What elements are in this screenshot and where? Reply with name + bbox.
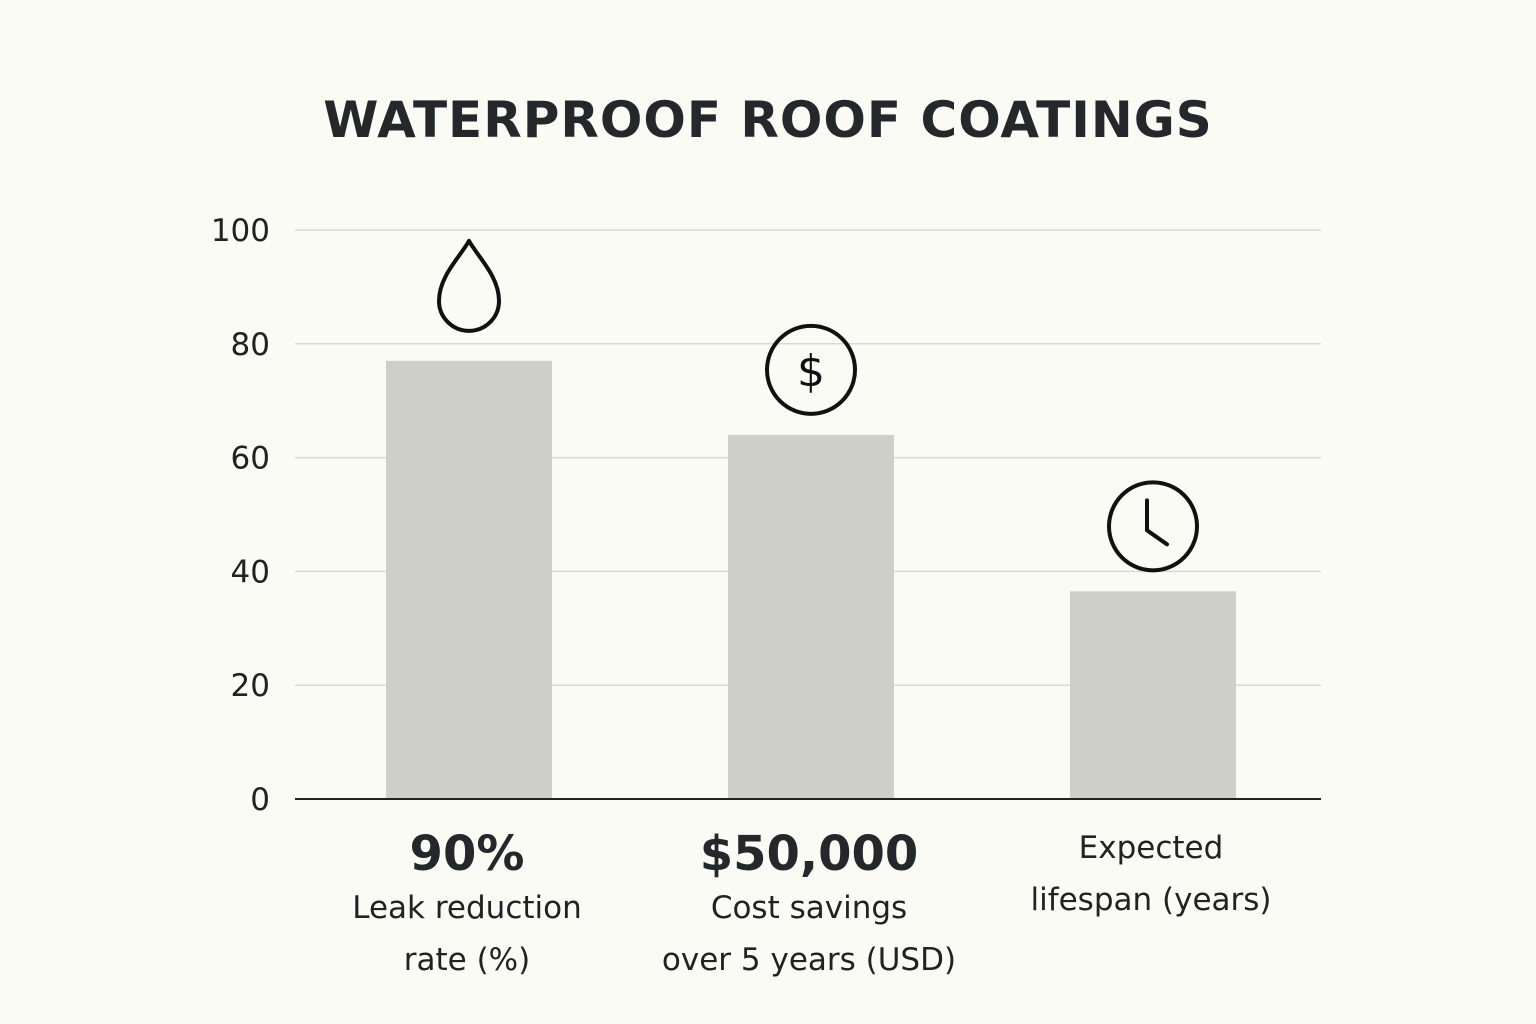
y-tick-label: 20 <box>231 668 270 704</box>
category-label: Leak reduction <box>352 890 582 926</box>
bar <box>1070 591 1236 799</box>
bars <box>386 360 1236 799</box>
y-axis-ticks: 0 20 40 60 80 100 <box>211 213 270 818</box>
y-tick-label: 100 <box>211 213 270 249</box>
water-drop-icon <box>437 238 501 333</box>
bar <box>386 360 552 799</box>
clock-hands <box>1145 498 1169 547</box>
dollar-icon: $ <box>765 323 857 416</box>
category-label: Cost savings <box>711 890 907 926</box>
clock-circle <box>1107 480 1199 573</box>
dollar-circle <box>765 323 857 416</box>
y-tick-label: 80 <box>231 327 270 363</box>
category-label: rate (%) <box>404 942 530 978</box>
value-label: $50,000 <box>700 826 919 882</box>
category-label: over 5 years (USD) <box>662 942 956 978</box>
dollar-sign: $ <box>797 346 825 397</box>
water-drop-shape <box>437 238 501 333</box>
category-labels: 90% Leak reduction rate (%) $50,000 Cost sav… <box>352 826 1271 978</box>
clock-icon <box>1107 480 1199 573</box>
category-label: lifespan (years) <box>1030 882 1271 918</box>
bar-icons: $ <box>437 238 1199 573</box>
chart-title: WATERPROOF ROOF COATINGS <box>323 91 1213 149</box>
y-tick-label: 60 <box>231 441 270 477</box>
value-label: 90% <box>410 826 525 882</box>
category-label: Expected <box>1079 830 1224 866</box>
y-tick-label: 0 <box>250 782 270 818</box>
y-tick-label: 40 <box>231 554 270 590</box>
bar <box>728 434 894 799</box>
